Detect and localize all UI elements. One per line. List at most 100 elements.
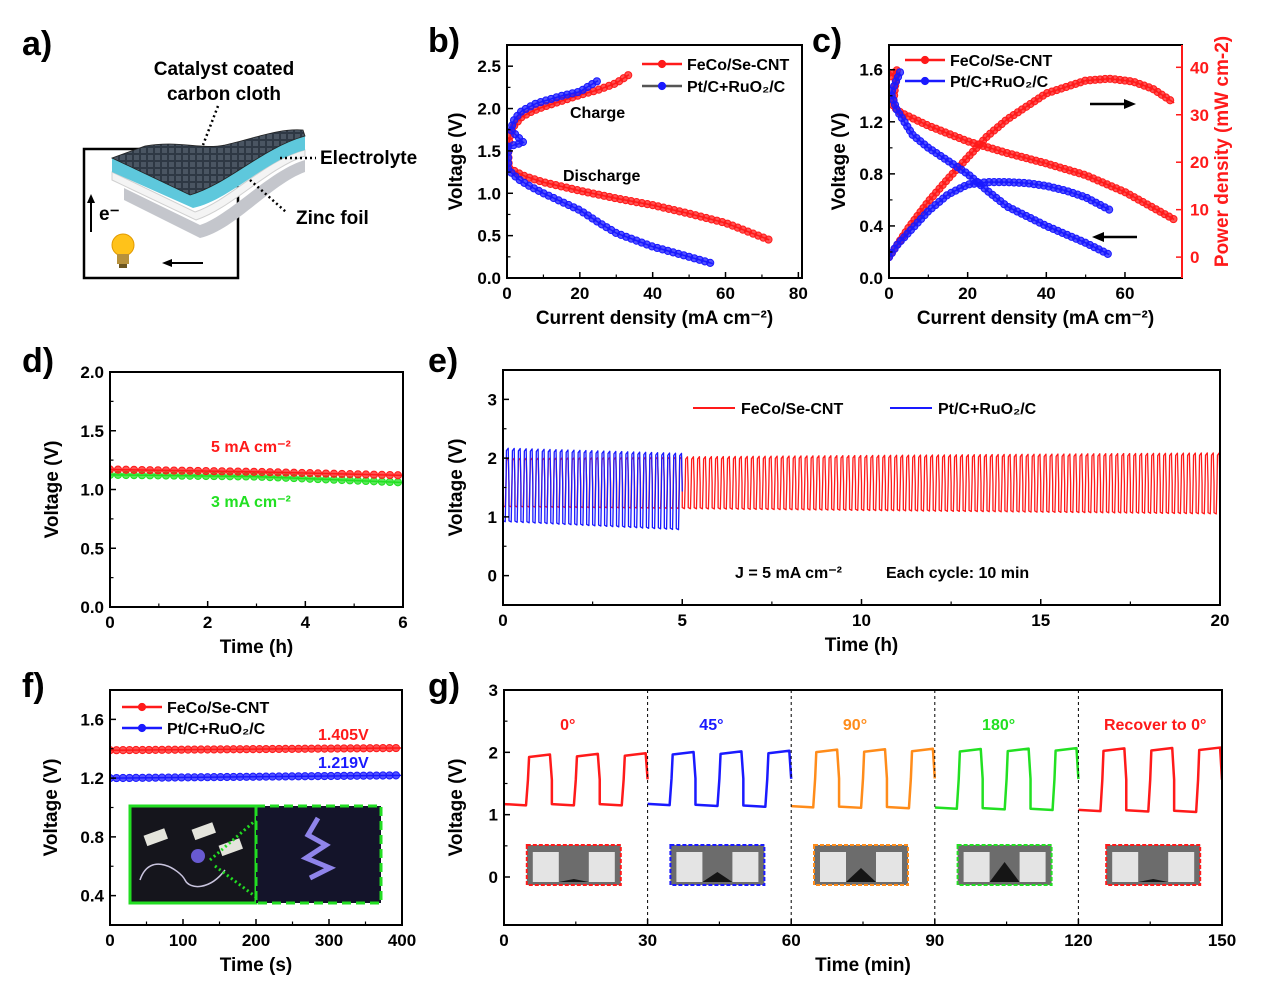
series-0-marker xyxy=(377,470,387,479)
segment-label: 0° xyxy=(560,717,575,734)
legend-item-0-label: FeCo/Se-CNT xyxy=(167,700,269,717)
photo-sample xyxy=(846,868,876,882)
series-0-marker xyxy=(145,466,155,475)
panel-label-c: c) xyxy=(812,22,842,60)
series-0-marker xyxy=(121,465,131,474)
panel-label-f: f) xyxy=(22,667,45,705)
series-1-charge-marker xyxy=(592,77,601,86)
series-0-marker xyxy=(353,470,363,479)
y-axis-label: Voltage (V) xyxy=(446,759,467,857)
y-tick-label: 1 xyxy=(489,806,498,825)
y2-tick-label: 10 xyxy=(1190,201,1209,220)
series-0-marker xyxy=(169,466,179,475)
series-1-voltage-marker xyxy=(1103,249,1112,258)
electrolyte-layer xyxy=(112,136,305,208)
annotation-current: J = 5 mA cm⁻² xyxy=(735,565,842,582)
arrowhead-left-icon xyxy=(1092,232,1104,242)
series-1-voltage-line xyxy=(890,72,1110,256)
y-tick-label: 1.2 xyxy=(859,113,883,132)
series-0-marker xyxy=(393,471,403,480)
plot-frame xyxy=(506,44,803,279)
x-axis-label: Time (h) xyxy=(825,635,899,656)
y-tick-label: 0 xyxy=(489,868,498,887)
x-tick-label: 20 xyxy=(958,284,977,303)
series-0-marker xyxy=(273,468,283,477)
x-tick-label: 60 xyxy=(782,931,801,950)
legend-item-0-swatch-marker xyxy=(137,702,147,712)
segment-label: 180° xyxy=(982,717,1015,734)
y-tick-label: 0.0 xyxy=(859,269,883,288)
segment-label: Recover to 0° xyxy=(1104,717,1206,734)
annotation-cycle: Each cycle: 10 min xyxy=(886,565,1029,582)
series-0-marker xyxy=(297,468,307,478)
series-1-marker xyxy=(385,477,394,487)
battery-cell xyxy=(218,838,243,857)
x-tick-label: 80 xyxy=(789,284,808,303)
panel-label-d: d) xyxy=(22,342,54,380)
segment-1-cycles xyxy=(647,749,793,809)
photo-sample xyxy=(989,862,1020,882)
y-axis-label: Voltage (V) xyxy=(446,113,467,211)
y2-tick-label: 30 xyxy=(1190,106,1209,125)
legend-item-0-label: FeCo/Se-CNT xyxy=(950,53,1052,70)
photo-block xyxy=(588,852,615,882)
x-tick-label: 60 xyxy=(716,284,735,303)
plot-area xyxy=(889,66,1178,262)
plot-frame xyxy=(109,371,404,608)
x-tick-label: 300 xyxy=(315,931,343,950)
y-tick-label: 0.0 xyxy=(80,598,104,617)
series-0-marker xyxy=(329,469,339,478)
x-tick-label: 40 xyxy=(643,284,662,303)
leader-zinc xyxy=(249,179,287,213)
annotation-discharge: Discharge xyxy=(563,168,640,185)
series-1-cycles xyxy=(503,447,683,531)
bend-photo xyxy=(956,844,1053,886)
series-0-power-marker xyxy=(1166,96,1175,105)
annotation-charge: Charge xyxy=(570,105,625,122)
y2-tick-label: 20 xyxy=(1190,153,1209,172)
zoom-line xyxy=(214,864,257,899)
circuit-wire xyxy=(82,147,240,280)
x-tick-label: 200 xyxy=(242,931,270,950)
y-tick-label: 3 xyxy=(489,681,498,700)
y-tick-label: 1.0 xyxy=(80,481,104,500)
inset-photo-led xyxy=(128,804,383,905)
series-0-marker xyxy=(289,468,299,477)
panel-label-a: a) xyxy=(22,25,52,63)
label-catalyst-line1: Catalyst coated xyxy=(154,59,294,80)
chart-panel-f: 0 100 200 300 400 0.4 0.8 1.2 1.6 Time (s) Voltage… xyxy=(41,689,416,976)
photo-block xyxy=(963,852,990,882)
y-tick-label: 2.0 xyxy=(80,363,104,382)
series-0-marker xyxy=(265,468,275,477)
y-tick-label: 1.0 xyxy=(477,184,501,203)
x-axis-label: Current density (mA cm⁻²) xyxy=(536,308,773,329)
y-tick-label: 0.5 xyxy=(477,227,501,246)
bend-photo xyxy=(525,844,622,886)
series-1-marker xyxy=(393,478,402,487)
series-0-discharge-marker xyxy=(764,235,773,244)
plot-area xyxy=(504,746,1222,814)
y-tick-label: 0.8 xyxy=(80,828,104,847)
series-0-marker xyxy=(225,467,235,476)
photo-block xyxy=(1019,852,1046,882)
y-tick-label: 1.5 xyxy=(80,422,104,441)
photo-sample xyxy=(1138,879,1169,882)
series-0-marker xyxy=(137,465,147,475)
series-0-marker xyxy=(313,469,323,478)
x-tick-label: 15 xyxy=(1031,611,1050,630)
series-0-marker xyxy=(233,467,243,476)
series-0-marker xyxy=(161,466,171,475)
led-tree xyxy=(300,816,337,881)
y-tick-label: 1 xyxy=(488,508,497,527)
annotation-3ma: 3 mA cm⁻² xyxy=(211,494,291,511)
y-tick-label: 1.5 xyxy=(477,142,501,161)
x-tick-label: 0 xyxy=(498,611,507,630)
series-1-discharge-line xyxy=(507,146,713,265)
chart-panel-c: 0 20 40 60 0.0 0.4 0.8 1.2 1.6 Current density (m… xyxy=(829,36,1233,329)
plot-area xyxy=(110,465,403,487)
legend-item-0-swatch-marker xyxy=(657,59,667,69)
x-axis-label: Time (h) xyxy=(220,637,294,658)
x-tick-label: 20 xyxy=(1211,611,1230,630)
